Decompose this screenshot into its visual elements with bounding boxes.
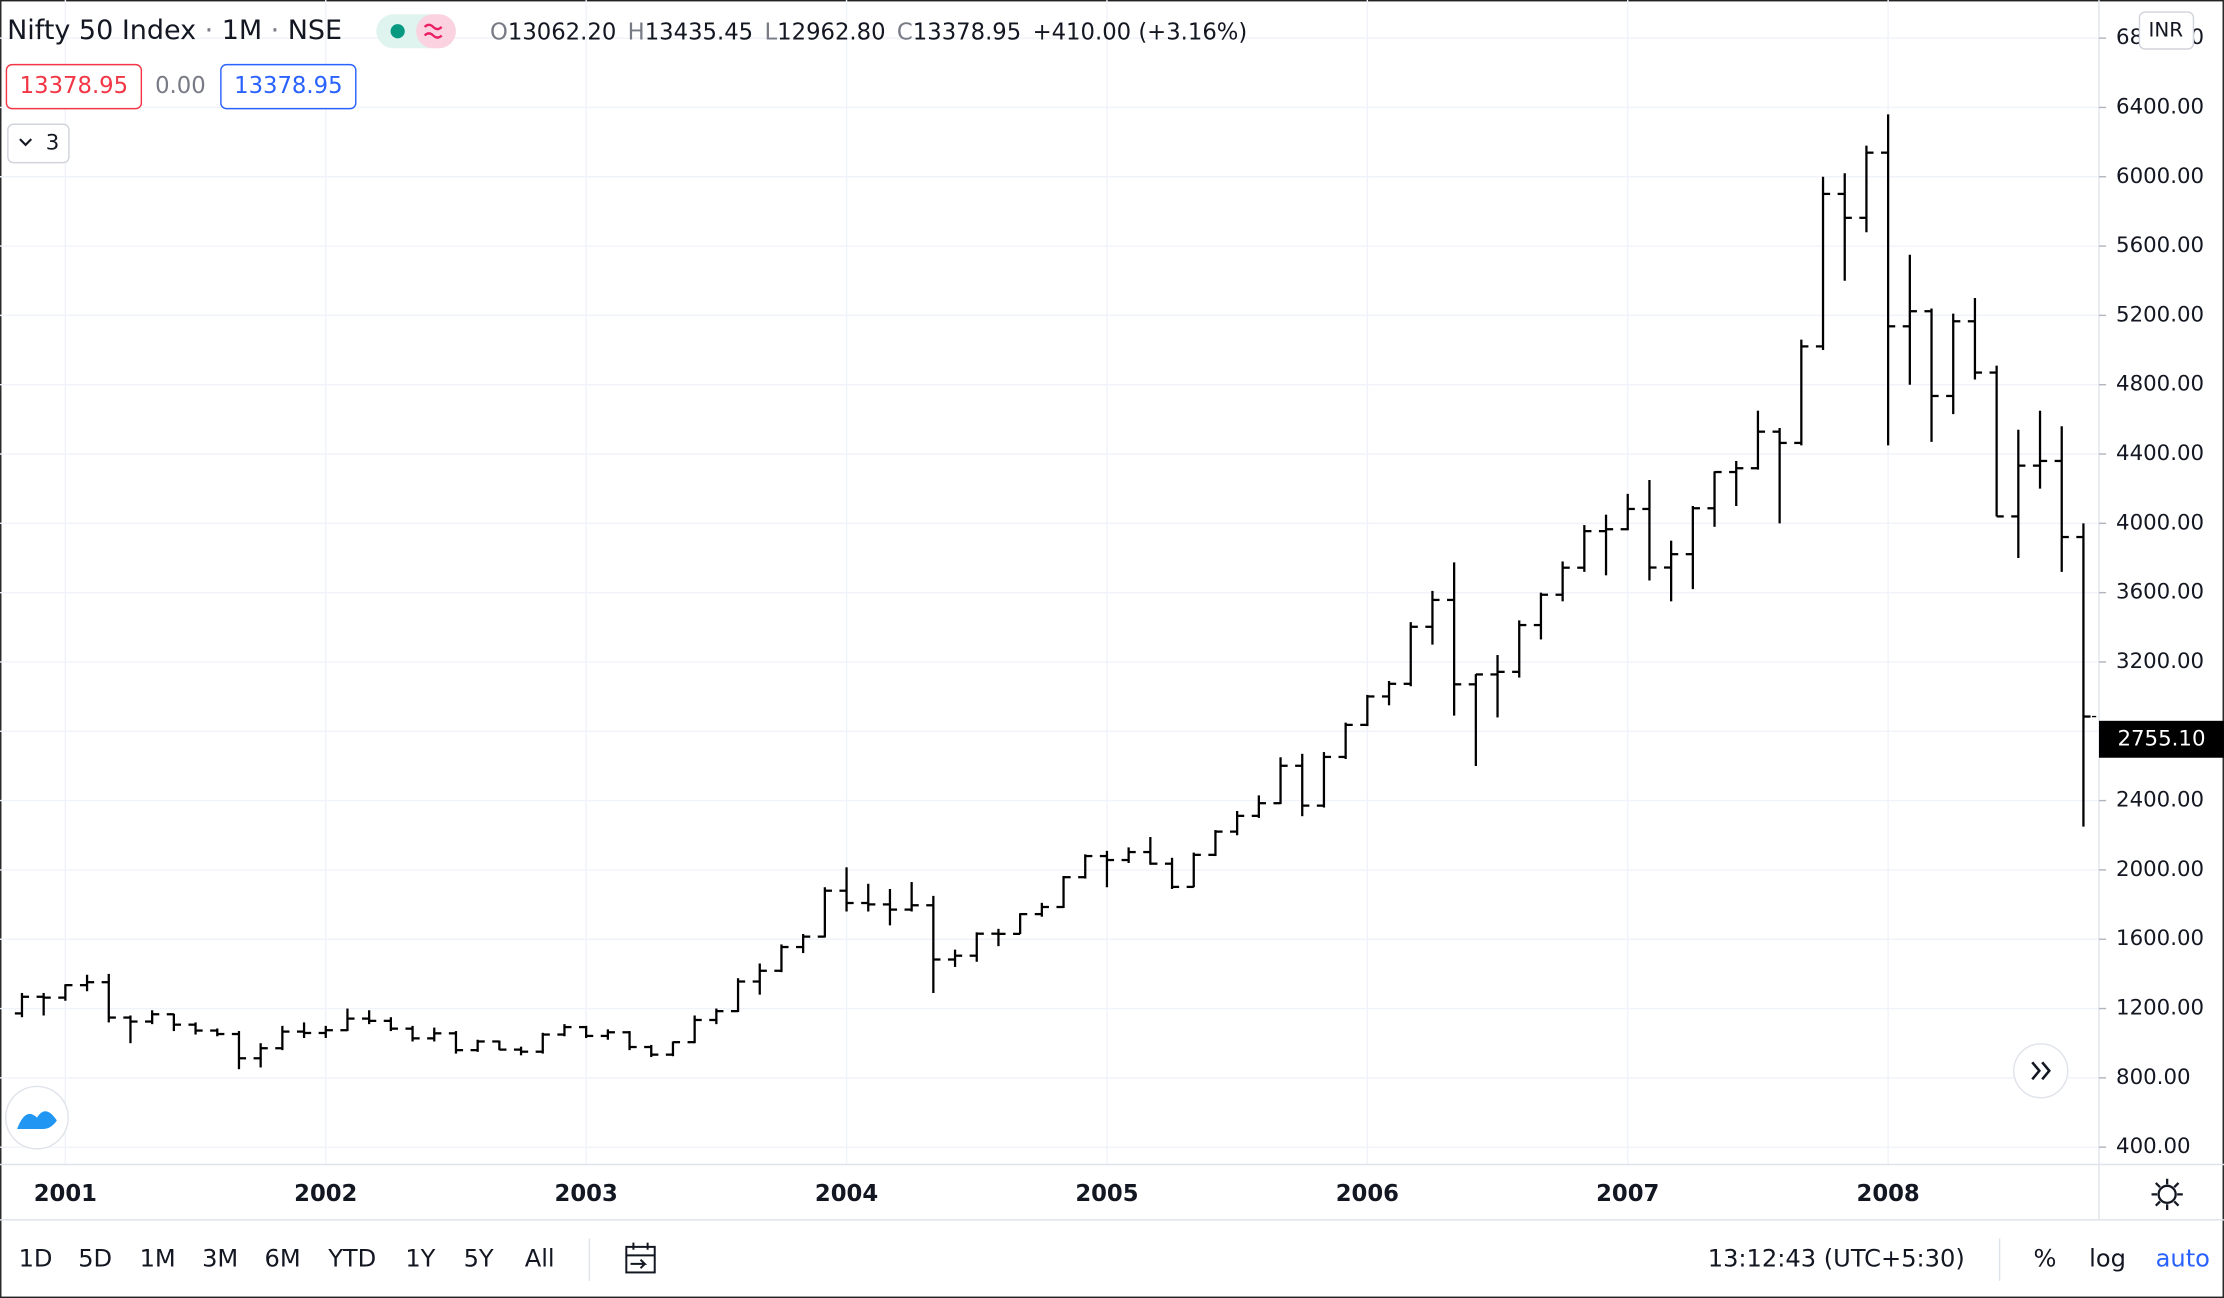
currency: INR bbox=[2148, 19, 2183, 42]
clock: 13:12:43 (UTC+5:30) bbox=[1708, 1245, 1965, 1273]
x-tick-label: 2007 bbox=[1596, 1181, 1659, 1207]
legend-change: +410.00 (+3.16%) bbox=[1033, 19, 1248, 45]
buy-button[interactable] bbox=[220, 63, 357, 110]
y-tick-label: 2000.00 bbox=[2116, 857, 2204, 882]
spread: 0.00 bbox=[155, 73, 206, 99]
range-button[interactable]: 3M bbox=[202, 1245, 238, 1273]
settings-gear[interactable] bbox=[2151, 1178, 2183, 1210]
logo-mark bbox=[17, 1111, 57, 1130]
exchange: NSE bbox=[288, 15, 342, 46]
legend-label: H bbox=[628, 19, 645, 45]
range-button[interactable]: 6M bbox=[265, 1245, 301, 1273]
x-tick-label: 2001 bbox=[34, 1181, 97, 1207]
y-tick-label: 6000.00 bbox=[2116, 164, 2204, 189]
y-tick-label: 1200.00 bbox=[2116, 996, 2204, 1021]
legend-label: C bbox=[897, 19, 913, 45]
legend-value: 13435.45 bbox=[645, 19, 753, 45]
market-open-dot bbox=[390, 24, 405, 39]
y-tick-label: 2400.00 bbox=[2116, 788, 2204, 813]
buy-price: 13378.95 bbox=[234, 73, 342, 99]
x-tick-label: 2003 bbox=[555, 1181, 618, 1207]
legend-label: L bbox=[765, 19, 778, 45]
y-tick-label: 5600.00 bbox=[2116, 233, 2204, 258]
y-tick-label: 1600.00 bbox=[2116, 926, 2204, 951]
range-button[interactable]: 5Y bbox=[464, 1245, 494, 1273]
y-tick-label: 3600.00 bbox=[2116, 580, 2204, 605]
grid bbox=[0, 0, 2099, 1165]
y-tick-label: 6400.00 bbox=[2116, 94, 2204, 119]
chevron bbox=[19, 138, 33, 147]
status-pill-right bbox=[416, 14, 456, 49]
x-tick-label: 2004 bbox=[815, 1181, 878, 1207]
interval: 1M bbox=[222, 15, 262, 46]
y-tick-label: 5200.00 bbox=[2116, 302, 2204, 327]
last-price-label: 2755.10 bbox=[2117, 726, 2205, 751]
x-tick-label: 2002 bbox=[294, 1181, 357, 1207]
indicator-count: 3 bbox=[46, 130, 60, 155]
symbol-legend: Nifty 50 Index · 1M · NSE bbox=[7, 15, 342, 46]
auto-toggle[interactable]: auto bbox=[2156, 1245, 2210, 1273]
range-button[interactable]: 1M bbox=[140, 1245, 176, 1273]
y-tick-label: 4800.00 bbox=[2116, 372, 2204, 397]
range-button[interactable]: All bbox=[525, 1245, 555, 1273]
range-buttons: 1D 5D 1M 3M 6M YTD 1Y 5Y All bbox=[19, 1245, 555, 1273]
x-tick-label: 2005 bbox=[1075, 1181, 1138, 1207]
x-tick-label: 2008 bbox=[1857, 1181, 1920, 1207]
sell-price: 13378.95 bbox=[20, 73, 128, 99]
y-tick-label: 400.00 bbox=[2116, 1134, 2191, 1159]
range-button[interactable]: 1D bbox=[19, 1245, 53, 1273]
currency-box[interactable] bbox=[2138, 11, 2195, 50]
y-tick-label: 3200.00 bbox=[2116, 649, 2204, 674]
symbol: Nifty 50 Index bbox=[7, 15, 196, 46]
delayed-icon bbox=[423, 23, 443, 39]
indicators-toggle[interactable] bbox=[7, 123, 70, 164]
ohlc-legend: O13062.20 H13435.45 L12962.80 C13378.95 +410… bbox=[490, 19, 1247, 45]
log-toggle[interactable]: log bbox=[2089, 1245, 2126, 1273]
goto-date[interactable] bbox=[625, 1242, 656, 1274]
y-tick-label: 4000.00 bbox=[2116, 510, 2204, 535]
y-tick-label: 4400.00 bbox=[2116, 441, 2204, 466]
range-button[interactable]: 5D bbox=[78, 1245, 112, 1273]
double-chevron bbox=[2031, 1061, 2051, 1081]
y-tick-label: 800.00 bbox=[2116, 1065, 2191, 1090]
range-button[interactable]: YTD bbox=[327, 1245, 376, 1273]
legend-value: 13062.20 bbox=[508, 19, 616, 45]
legend-label: O bbox=[490, 19, 508, 45]
sell-button[interactable] bbox=[5, 63, 143, 110]
percent-toggle[interactable]: % bbox=[2034, 1245, 2057, 1273]
bars bbox=[14, 114, 2091, 1070]
legend-value: 12962.80 bbox=[777, 19, 885, 45]
range-button[interactable]: 1Y bbox=[405, 1245, 435, 1273]
last-price-box bbox=[2098, 720, 2224, 758]
x-tick-label: 2006 bbox=[1336, 1181, 1399, 1207]
legend-value: 13378.95 bbox=[913, 19, 1021, 45]
